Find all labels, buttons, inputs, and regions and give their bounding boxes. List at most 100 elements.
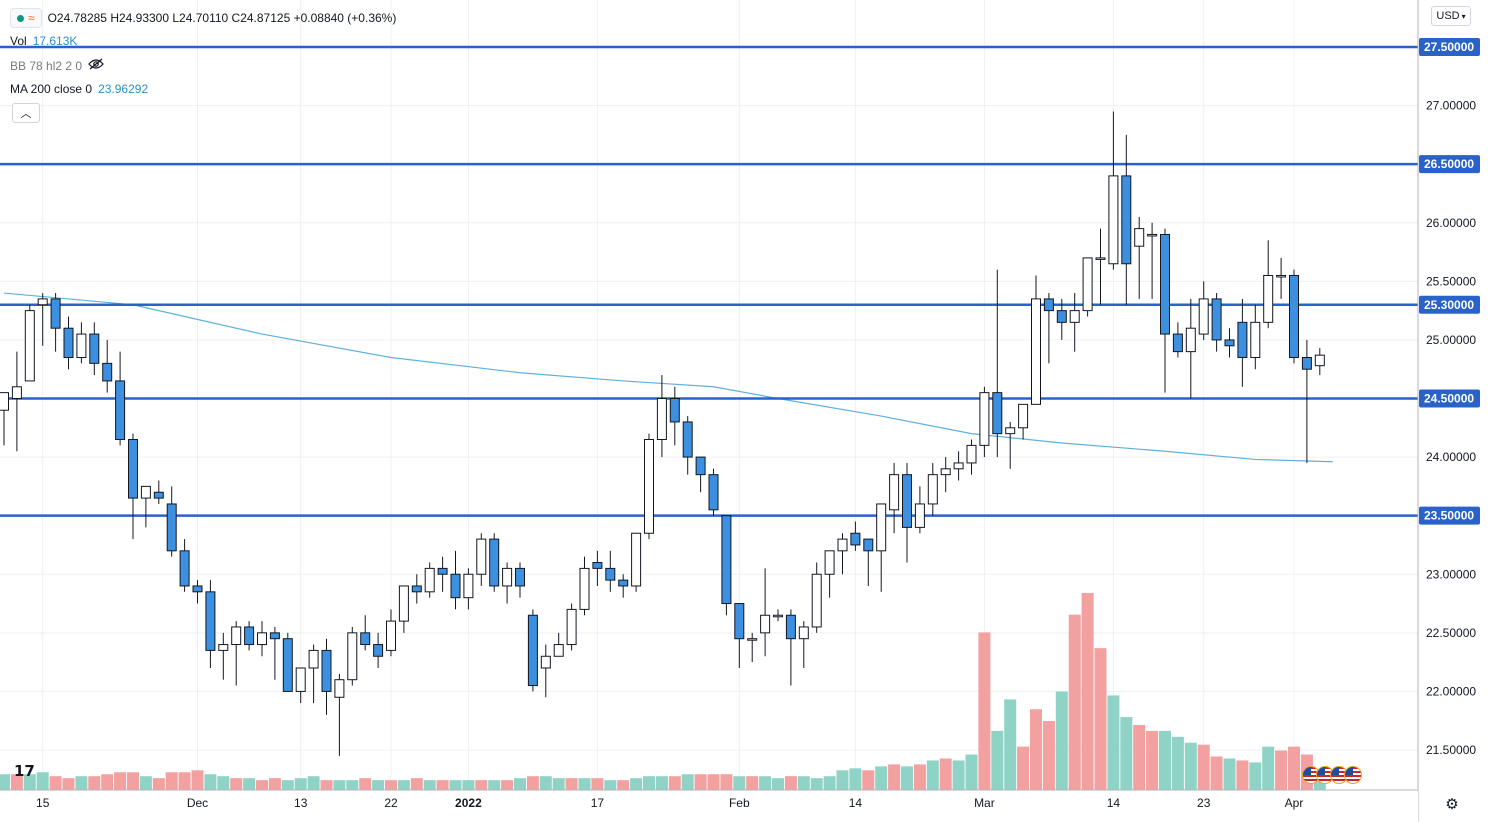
volume-bar: [1068, 614, 1081, 790]
time-tick-label: 14: [849, 796, 863, 810]
bollinger-label: BB 78 hl2 2 0: [10, 58, 83, 73]
volume-bar: [385, 780, 397, 790]
candle-body: [1314, 354, 1325, 367]
candle-body: [695, 456, 706, 476]
volume-bar: [1288, 746, 1300, 790]
wave-icon: ≈: [28, 11, 35, 25]
volume-bar: [114, 772, 127, 790]
candle-body: [50, 298, 61, 329]
volume-bar: [772, 778, 784, 790]
collapse-legend-button[interactable]: ︿: [12, 103, 40, 123]
candle-body: [489, 538, 500, 587]
candle-body: [992, 392, 1003, 435]
level-price-label: 23.50000: [1424, 509, 1474, 523]
candle-body: [644, 439, 654, 534]
volume-bar: [1055, 691, 1068, 790]
volume-legend[interactable]: Vol 17.613K: [10, 34, 77, 48]
horizontal-levels[interactable]: [0, 45, 1418, 517]
candle-body: [773, 614, 783, 618]
candle-body: [979, 392, 990, 446]
volume-value: 17.613K: [32, 34, 78, 48]
event-flags[interactable]: [1302, 766, 1362, 784]
currency-label: USD: [1436, 10, 1460, 22]
volume-bar: [1275, 750, 1288, 790]
volume-bar: [191, 770, 204, 790]
volume-bar: [410, 778, 423, 790]
candle-body: [153, 491, 164, 499]
volume-bar: [462, 780, 475, 790]
symbol-status-pill[interactable]: ≈: [10, 8, 42, 28]
candle-body: [1018, 403, 1029, 429]
volume-bar: [565, 778, 578, 790]
volume-bar: [707, 774, 720, 790]
candle-body: [24, 310, 35, 382]
volume-bar: [501, 780, 514, 790]
time-tick-label: 2022: [455, 796, 482, 810]
volume-bar: [256, 780, 268, 790]
candle-body: [515, 567, 525, 587]
candle-body: [837, 538, 848, 552]
candle-body: [1160, 233, 1170, 335]
time-tick-label: 22: [384, 796, 398, 810]
volume-bar: [1004, 699, 1017, 790]
candle-body: [1121, 175, 1132, 265]
volume-bar: [0, 774, 10, 790]
candle-body: [785, 614, 796, 640]
ma-legend[interactable]: MA 200 close 0 23.96292: [10, 82, 148, 96]
volume-bar: [1030, 709, 1042, 790]
volume-bar: [320, 780, 333, 790]
volume-bar: [281, 780, 294, 790]
candle-body: [411, 585, 422, 593]
price-tick-label: 21.50000: [1426, 743, 1476, 757]
candle-body: [1056, 310, 1067, 323]
volume-bar: [1120, 717, 1133, 790]
level-price-label: 26.50000: [1424, 157, 1474, 171]
bollinger-legend[interactable]: BB 78 hl2 2 0: [10, 58, 104, 73]
candle-body: [927, 474, 938, 505]
eye-off-icon[interactable]: [88, 58, 104, 73]
volume-bar: [62, 778, 75, 790]
gear-icon[interactable]: ⚙: [1445, 796, 1459, 813]
volume-bar: [1081, 593, 1094, 790]
time-tick-label: Apr: [1285, 796, 1304, 810]
volume-bar: [1262, 746, 1275, 790]
candle-body: [1031, 298, 1041, 405]
volume-bar: [49, 776, 62, 790]
volume-bar: [617, 780, 630, 790]
tradingview-logo[interactable]: 17: [14, 762, 35, 780]
candle-body: [1224, 339, 1235, 347]
flag-icon[interactable]: [1344, 766, 1362, 784]
time-axis-bg: [0, 790, 1418, 822]
candle-body: [476, 538, 487, 575]
candle-body: [760, 614, 771, 634]
volume-bar: [552, 778, 565, 790]
volume-bar: [810, 778, 823, 790]
candlestick-series: [0, 111, 1325, 756]
candle-body: [863, 538, 874, 552]
candle-body: [966, 444, 977, 464]
volume-bar: [1042, 721, 1055, 790]
level-price-label: 27.50000: [1424, 40, 1474, 54]
candle-body: [11, 386, 22, 399]
time-tick-label: Dec: [187, 796, 208, 810]
candle-body: [179, 550, 190, 587]
time-tick-label: 17: [591, 796, 605, 810]
candle-body: [1276, 274, 1287, 278]
candle-body: [540, 655, 551, 669]
volume-label: Vol: [10, 34, 27, 48]
candle-body: [140, 485, 151, 499]
volume-bar: [372, 780, 385, 790]
price-tick-label: 27.00000: [1426, 99, 1476, 113]
volume-bar: [1159, 730, 1171, 790]
volume-histogram: [0, 593, 1326, 790]
candle-body: [437, 567, 448, 575]
time-tick-label: 15: [36, 796, 50, 810]
volume-bar: [526, 776, 539, 790]
currency-select[interactable]: USD ▾: [1431, 6, 1471, 26]
time-tick-label: Mar: [974, 796, 995, 810]
volume-bar: [875, 766, 888, 790]
volume-bar: [294, 778, 307, 790]
ma-value: 23.96292: [98, 82, 149, 96]
volume-bar: [1184, 742, 1197, 790]
